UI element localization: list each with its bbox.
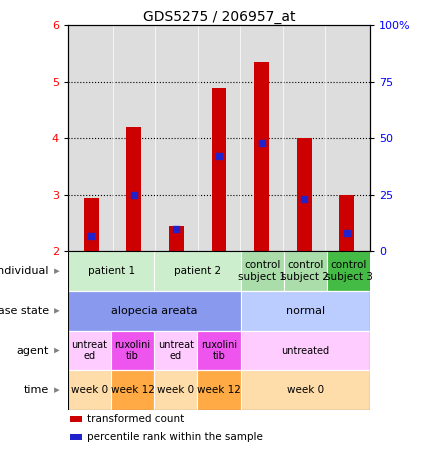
Text: week 12: week 12 [197, 385, 241, 395]
Bar [169, 226, 184, 251]
Bar [154, 251, 240, 291]
Bar [212, 88, 226, 251]
Text: individual: individual [0, 266, 49, 276]
Bar [68, 251, 154, 291]
Bar [111, 371, 154, 410]
Text: normal: normal [286, 306, 325, 316]
Point [343, 230, 350, 237]
Bar [297, 138, 311, 251]
Text: week 0: week 0 [71, 385, 108, 395]
Bar [154, 371, 198, 410]
Bar [68, 331, 111, 371]
Text: untreated: untreated [281, 346, 329, 356]
Bar [240, 331, 370, 371]
Text: ruxolini
tib: ruxolini tib [115, 340, 151, 361]
Point [215, 153, 223, 160]
Text: percentile rank within the sample: percentile rank within the sample [87, 432, 263, 442]
Title: GDS5275 / 206957_at: GDS5275 / 206957_at [143, 10, 295, 24]
Text: untreat
ed: untreat ed [71, 340, 107, 361]
Bar [198, 331, 240, 371]
Bar [240, 291, 370, 331]
Bar [154, 331, 198, 371]
Bar [327, 251, 370, 291]
Text: control
subject 3: control subject 3 [325, 260, 372, 282]
Point [300, 196, 307, 203]
Text: week 0: week 0 [287, 385, 324, 395]
Bar [284, 251, 327, 291]
Text: control
subject 2: control subject 2 [281, 260, 329, 282]
Bar [68, 291, 240, 331]
Text: transformed count: transformed count [87, 414, 184, 424]
Text: disease state: disease state [0, 306, 49, 316]
Bar [240, 371, 370, 410]
Text: time: time [24, 385, 49, 395]
Bar [254, 62, 269, 251]
Bar [70, 415, 82, 422]
Text: week 0: week 0 [157, 385, 194, 395]
Bar [198, 371, 240, 410]
Bar [68, 371, 111, 410]
Text: patient 1: patient 1 [88, 266, 134, 276]
Point [131, 191, 138, 198]
Text: alopecia areata: alopecia areata [111, 306, 198, 316]
Bar [84, 198, 99, 251]
Bar [240, 251, 284, 291]
Text: control
subject 1: control subject 1 [238, 260, 286, 282]
Bar [70, 434, 82, 440]
Text: ruxolini
tib: ruxolini tib [201, 340, 237, 361]
Text: agent: agent [17, 346, 49, 356]
Bar [111, 331, 154, 371]
Point [258, 139, 265, 146]
Bar [339, 195, 354, 251]
Bar [127, 127, 141, 251]
Text: untreat
ed: untreat ed [158, 340, 194, 361]
Text: week 12: week 12 [111, 385, 155, 395]
Point [88, 232, 95, 239]
Point [173, 225, 180, 232]
Text: patient 2: patient 2 [174, 266, 221, 276]
